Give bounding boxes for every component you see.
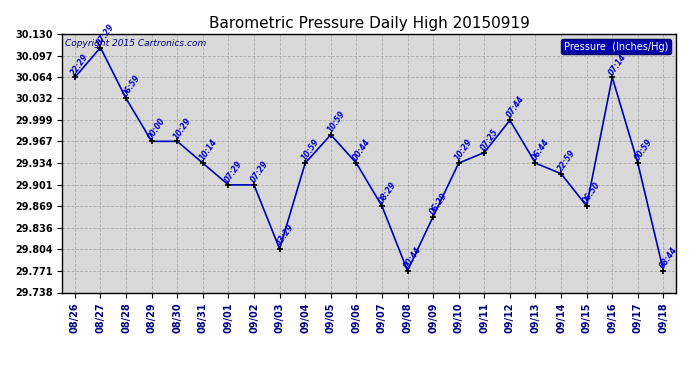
Text: 06:59: 06:59 — [121, 73, 142, 98]
Text: 06:29: 06:29 — [428, 191, 449, 216]
Text: 10:14: 10:14 — [197, 138, 219, 162]
Text: 07:14: 07:14 — [607, 52, 628, 76]
Text: 07:25: 07:25 — [479, 127, 500, 152]
Text: 06:50: 06:50 — [581, 180, 602, 206]
Text: 10:29: 10:29 — [172, 116, 193, 141]
Text: 43:29: 43:29 — [274, 224, 295, 248]
Text: Copyright 2015 Cartronics.com: Copyright 2015 Cartronics.com — [65, 39, 206, 48]
Text: 07:29: 07:29 — [95, 22, 117, 47]
Text: 00:44: 00:44 — [402, 245, 424, 270]
Text: 00:00: 00:00 — [146, 116, 168, 141]
Text: 08:44: 08:44 — [658, 245, 679, 270]
Text: 10:29: 10:29 — [453, 138, 475, 162]
Text: 07:29: 07:29 — [248, 159, 270, 184]
Text: 07:29: 07:29 — [223, 159, 244, 184]
Text: 00:59: 00:59 — [633, 138, 653, 162]
Text: 10:59: 10:59 — [300, 138, 321, 162]
Legend: Pressure  (Inches/Hg): Pressure (Inches/Hg) — [561, 39, 671, 54]
Text: 06:44: 06:44 — [530, 138, 551, 162]
Text: 22:29: 22:29 — [70, 52, 90, 76]
Text: 07:44: 07:44 — [504, 95, 526, 120]
Text: 08:29: 08:29 — [377, 180, 397, 206]
Text: 00:44: 00:44 — [351, 138, 372, 162]
Text: 10:59: 10:59 — [326, 109, 346, 134]
Text: 22:59: 22:59 — [555, 148, 577, 173]
Title: Barometric Pressure Daily High 20150919: Barometric Pressure Daily High 20150919 — [208, 16, 530, 31]
